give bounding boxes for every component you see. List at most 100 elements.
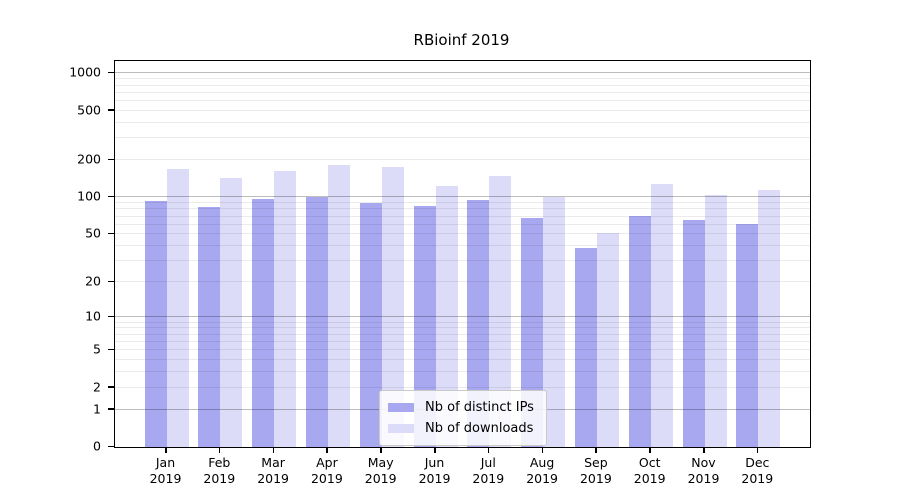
- minor-gridline: [115, 208, 810, 210]
- x-tick-label: Dec 2019: [741, 455, 774, 486]
- minor-gridline: [115, 386, 810, 388]
- y-tick-label: 5: [93, 341, 101, 357]
- x-tick-mark: [541, 447, 544, 453]
- minor-gridline: [115, 327, 810, 329]
- grid-layer: [115, 61, 810, 447]
- legend-swatch-distinct-ips: [388, 403, 414, 412]
- bar-distinct-ips-may: [359, 202, 382, 447]
- y-tick-mark: [108, 232, 114, 235]
- legend-label: Nb of distinct IPs: [425, 400, 534, 415]
- minor-gridline: [115, 233, 810, 235]
- y-tick-label: 500: [77, 102, 101, 118]
- y-tick-mark: [108, 280, 114, 283]
- y-tick-label: 1: [93, 401, 101, 417]
- y-tick-mark: [108, 348, 114, 351]
- minor-gridline: [115, 321, 810, 323]
- y-tick-mark: [108, 109, 114, 111]
- bar-distinct-ips-jan: [144, 201, 167, 447]
- y-tick-mark: [108, 195, 114, 198]
- minor-gridline: [115, 260, 810, 262]
- legend-label: Nb of downloads: [425, 421, 534, 436]
- minor-gridline: [115, 371, 810, 373]
- y-tick-label: 0: [93, 438, 101, 454]
- bar-downloads-may: [381, 167, 404, 447]
- x-tick-mark: [165, 447, 167, 453]
- bar-distinct-ips-aug: [521, 218, 544, 447]
- minor-gridline: [115, 84, 810, 86]
- bar-downloads-nov: [704, 195, 727, 447]
- x-tick-mark: [434, 447, 436, 453]
- x-tick-mark: [380, 447, 382, 453]
- x-tick-mark: [649, 447, 651, 453]
- minor-gridline: [115, 340, 810, 342]
- bars-layer: [115, 61, 810, 447]
- minor-gridline: [115, 245, 810, 247]
- y-tick-mark: [108, 386, 114, 388]
- chart-title: RBioinf 2019: [413, 31, 510, 49]
- x-tick-mark: [595, 447, 597, 453]
- x-tick-mark: [272, 447, 275, 453]
- x-tick-mark: [756, 447, 759, 453]
- y-tick-mark: [108, 315, 114, 318]
- x-tick-label: Oct 2019: [633, 455, 666, 486]
- bar-downloads-sep: [596, 233, 619, 447]
- x-tick-label: Mar 2019: [257, 455, 289, 486]
- x-tick-mark: [218, 447, 221, 453]
- bar-distinct-ips-jun: [413, 206, 436, 447]
- x-tick-mark: [487, 447, 490, 453]
- y-tick-label: 2: [93, 379, 101, 395]
- x-tick-mark: [326, 447, 328, 453]
- x-tick-label: Apr 2019: [310, 455, 343, 486]
- major-gridline: [115, 196, 810, 198]
- x-axis: Jan 2019 Feb 2019 Mar 2019 Apr 2019 May 2019…: [114, 447, 809, 500]
- y-tick-mark: [108, 158, 114, 161]
- minor-gridline: [115, 78, 810, 80]
- minor-gridline: [115, 137, 810, 139]
- y-tick-label: 20: [85, 273, 101, 289]
- legend-row: Nb of distinct IPs: [388, 397, 538, 418]
- x-tick-label: May 2019: [364, 455, 397, 486]
- x-tick-mark: [703, 447, 705, 453]
- bar-downloads-dec: [758, 189, 781, 447]
- minor-gridline: [115, 333, 810, 335]
- minor-gridline: [115, 349, 810, 351]
- legend: Nb of distinct IPs Nb of downloads: [379, 390, 547, 446]
- x-tick-label: Feb 2019: [203, 455, 236, 486]
- bar-distinct-ips-jul: [467, 199, 490, 447]
- minor-gridline: [115, 215, 810, 217]
- minor-gridline: [115, 109, 810, 111]
- bar-downloads-jan: [166, 169, 189, 447]
- bar-distinct-ips-sep: [574, 247, 597, 447]
- minor-gridline: [115, 223, 810, 225]
- major-gridline: [115, 316, 810, 318]
- bar-downloads-apr: [327, 165, 350, 447]
- legend-swatch-downloads: [388, 424, 414, 433]
- minor-gridline: [115, 358, 810, 360]
- minor-gridline: [115, 91, 810, 93]
- bar-downloads-oct: [650, 184, 673, 447]
- bar-downloads-aug: [543, 197, 566, 447]
- bar-distinct-ips-nov: [682, 219, 705, 447]
- x-tick-label: Jun 2019: [418, 455, 451, 486]
- x-tick-label: Aug 2019: [526, 455, 558, 486]
- y-tick-label: 200: [77, 151, 101, 167]
- legend-row: Nb of downloads: [388, 418, 538, 439]
- bar-distinct-ips-oct: [628, 215, 651, 447]
- bar-downloads-feb: [220, 178, 243, 447]
- minor-gridline: [115, 202, 810, 204]
- bar-distinct-ips-feb: [198, 207, 221, 447]
- minor-gridline: [115, 159, 810, 161]
- bar-distinct-ips-mar: [252, 198, 275, 447]
- x-tick-label: Sep 2019: [579, 455, 612, 486]
- bar-downloads-jun: [435, 185, 458, 447]
- y-tick-label: 10: [85, 308, 101, 324]
- minor-gridline: [115, 100, 810, 102]
- y-tick-mark: [108, 71, 114, 74]
- bar-distinct-ips-apr: [305, 197, 328, 447]
- y-tick-mark: [108, 408, 114, 410]
- y-tick-label: 1000: [69, 64, 101, 80]
- y-axis: 0 1 2 5 10 20 50 100 200 500 1000: [0, 60, 114, 454]
- x-tick-label: Nov 2019: [687, 455, 720, 486]
- y-tick-label: 100: [77, 188, 101, 204]
